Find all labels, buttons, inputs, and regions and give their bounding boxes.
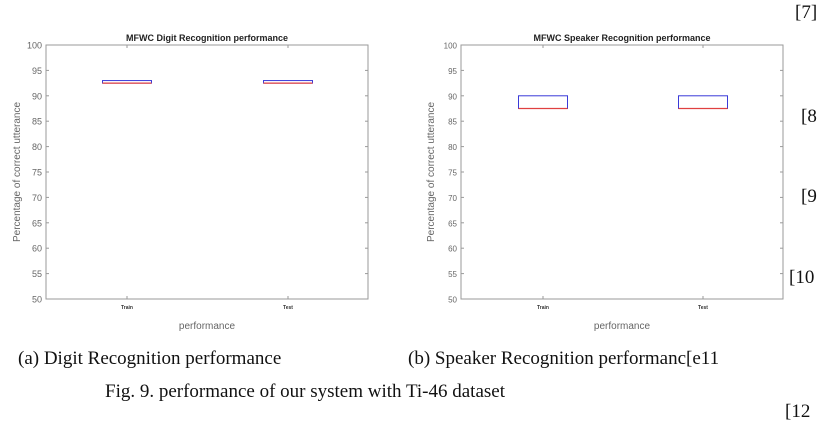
plot-axes-frame: [460, 44, 784, 300]
y-tick-label: 95: [448, 67, 457, 76]
y-axis-label: Percentage of correct utterance: [12, 102, 23, 243]
y-tick-label: 90: [32, 91, 42, 101]
y-tick-label: 70: [32, 193, 42, 203]
y-axis-label: Percentage of correct utterance: [426, 102, 437, 243]
y-tick-label: 100: [27, 41, 42, 51]
y-tick-label: 95: [32, 66, 42, 76]
figure-caption: Fig. 9. performance of our system with T…: [105, 381, 506, 402]
caption-b: (b) Speaker Recognition performanc[e11: [408, 348, 720, 369]
x-axis-label: performance: [594, 321, 651, 332]
x-tick-label: Test: [283, 305, 293, 311]
margin-ref: [9: [801, 186, 817, 207]
y-tick-label: 70: [448, 194, 457, 203]
y-tick-label: 85: [32, 117, 42, 127]
y-tick-label: 50: [32, 295, 42, 305]
margin-ref: [7]: [795, 2, 818, 23]
caption-a: (a) Digit Recognition performance: [18, 348, 282, 369]
y-tick-label: 80: [448, 143, 457, 152]
box: [678, 95, 728, 110]
y-tick-label: 65: [448, 219, 457, 228]
plot-axes-frame: [45, 44, 369, 300]
y-tick-label: 75: [448, 169, 457, 178]
x-tick-label: Test: [698, 305, 708, 311]
chart-title: MFWC Digit Recognition performance: [126, 33, 288, 43]
margin-ref: [12: [785, 401, 811, 422]
x-tick-label: Train: [537, 305, 549, 311]
margin-ref: [8: [801, 106, 817, 127]
y-tick-label: 60: [448, 245, 457, 254]
y-tick-label: 75: [32, 168, 42, 178]
y-tick-label: 65: [32, 218, 42, 228]
y-tick-label: 50: [448, 296, 457, 305]
y-tick-label: 100: [444, 42, 458, 51]
y-tick-label: 55: [32, 269, 42, 279]
y-tick-label: 55: [448, 270, 457, 279]
y-tick-label: 90: [448, 92, 457, 101]
chart-title: MFWC Speaker Recognition performance: [533, 33, 710, 43]
x-tick-label: Train: [121, 305, 133, 311]
y-tick-label: 85: [448, 118, 457, 127]
y-tick-label: 60: [32, 244, 42, 254]
box: [518, 95, 568, 110]
x-axis-label: performance: [179, 321, 236, 332]
y-tick-label: 80: [32, 142, 42, 152]
margin-ref: [10: [789, 267, 815, 288]
